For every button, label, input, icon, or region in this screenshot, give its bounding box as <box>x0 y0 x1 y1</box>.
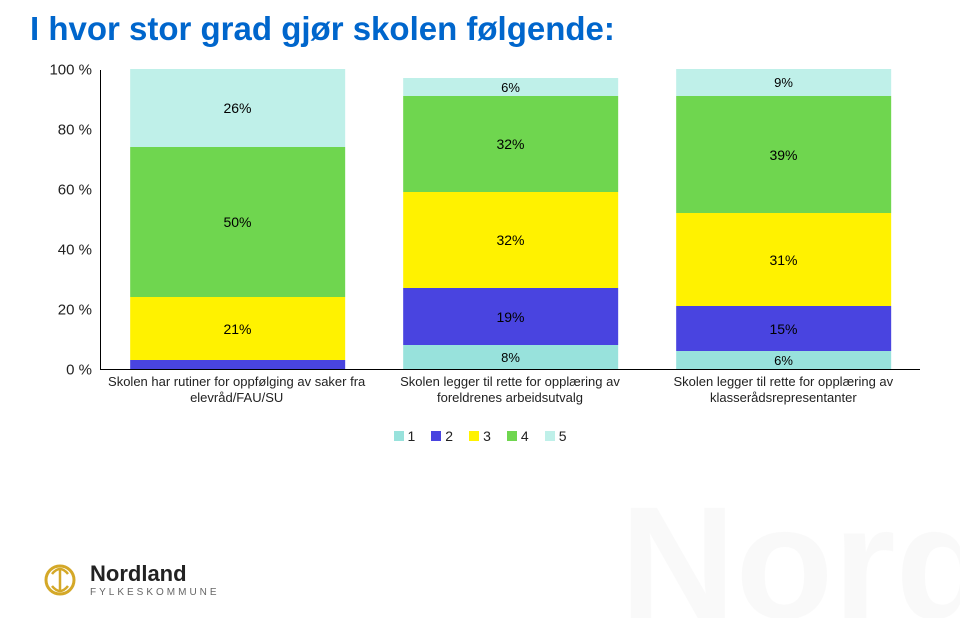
segment-1-0: 8% <box>403 345 619 369</box>
x-axis-labels: Skolen har rutiner for oppfølging av sak… <box>100 374 920 405</box>
xlabel-1: Skolen legger til rette for opplæring av… <box>373 374 646 405</box>
segment-label-2-1: 15% <box>769 321 797 337</box>
xlabel-2: Skolen legger til rette for opplæring av… <box>647 374 920 405</box>
segment-label-0-4: 26% <box>223 100 251 116</box>
segment-1-4: 6% <box>403 78 619 96</box>
legend-swatch-2 <box>431 431 441 441</box>
bar-column-0: 3% 21% 50% 26% <box>101 70 374 369</box>
footer: Nordland FYLKESKOMMUNE Nordla <box>0 538 960 618</box>
legend-swatch-4 <box>507 431 517 441</box>
legend-item-1: 1 <box>394 428 416 444</box>
ytick-80: 80 % <box>30 122 100 139</box>
legend-label-2: 2 <box>445 428 453 444</box>
legend-swatch-1 <box>394 431 404 441</box>
ytick-20: 20 % <box>30 302 100 319</box>
segment-label-2-2: 31% <box>769 252 797 268</box>
ytick-100: 100 % <box>30 62 100 79</box>
chart-title: I hvor stor grad gjør skolen følgende: <box>30 10 615 48</box>
legend-item-4: 4 <box>507 428 529 444</box>
legend-label-3: 3 <box>483 428 491 444</box>
segment-2-3: 39% <box>676 96 892 213</box>
bar-stack-2: 6% 15% 31% 39% 9% <box>676 69 892 369</box>
bar-column-2: 6% 15% 31% 39% 9% <box>647 70 920 369</box>
segment-label-2-3: 39% <box>769 147 797 163</box>
segment-label-1-2: 32% <box>496 232 524 248</box>
decorative-background: Nordla <box>620 478 960 618</box>
segment-label-2-0: 6% <box>774 353 793 368</box>
legend-item-5: 5 <box>545 428 567 444</box>
org-subtitle: FYLKESKOMMUNE <box>90 588 220 598</box>
segment-2-2: 31% <box>676 213 892 306</box>
segment-0-4: 26% <box>130 69 346 147</box>
segment-label-1-4: 6% <box>501 80 520 95</box>
segment-0-1: 3% <box>130 360 346 369</box>
segment-label-1-1: 19% <box>496 309 524 325</box>
bar-column-1: 8% 19% 32% 32% 6% <box>374 70 647 369</box>
legend-swatch-3 <box>469 431 479 441</box>
plot-area: 3% 21% 50% 26% 8% 19% 32% 32% 6% 6% 15% 31% 39% 9% <box>100 70 920 370</box>
ytick-60: 60 % <box>30 182 100 199</box>
segment-2-1: 15% <box>676 306 892 351</box>
xlabel-0: Skolen har rutiner for oppfølging av sak… <box>100 374 373 405</box>
ytick-0: 0 % <box>30 362 100 379</box>
legend-item-2: 2 <box>431 428 453 444</box>
segment-label-0-2: 21% <box>223 321 251 337</box>
segment-label-0-3: 50% <box>223 214 251 230</box>
legend-label-1: 1 <box>408 428 416 444</box>
segment-label-1-0: 8% <box>501 350 520 365</box>
legend-swatch-5 <box>545 431 555 441</box>
segment-label-1-3: 32% <box>496 136 524 152</box>
org-name: Nordland <box>90 563 220 585</box>
segment-0-2: 21% <box>130 297 346 360</box>
legend-label-4: 4 <box>521 428 529 444</box>
bar-stack-0: 3% 21% 50% 26% <box>130 69 346 369</box>
chart-container: 0 % 20 % 40 % 60 % 80 % 100 % 3%21%50%26… <box>30 60 930 460</box>
segment-2-4: 9% <box>676 69 892 96</box>
segment-2-0: 6% <box>676 351 892 369</box>
legend-item-3: 3 <box>469 428 491 444</box>
segment-label-2-4: 9% <box>774 75 793 90</box>
segment-0-3: 50% <box>130 147 346 297</box>
org-logo: Nordland FYLKESKOMMUNE <box>40 560 220 600</box>
svg-text:Nordla: Nordla <box>620 478 960 618</box>
ytick-40: 40 % <box>30 242 100 259</box>
segment-1-1: 19% <box>403 288 619 345</box>
legend: 1 2 3 4 5 <box>30 428 930 444</box>
bar-stack-1: 8% 19% 32% 32% 6% <box>403 78 619 369</box>
legend-label-5: 5 <box>559 428 567 444</box>
nordland-icon <box>40 560 80 600</box>
segment-1-2: 32% <box>403 192 619 288</box>
segment-1-3: 32% <box>403 96 619 192</box>
